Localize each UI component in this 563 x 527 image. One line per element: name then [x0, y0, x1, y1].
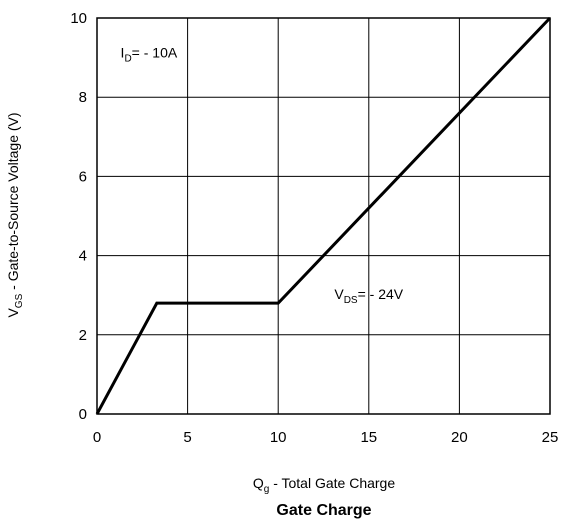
x-axis-label-sub: g — [264, 484, 270, 495]
y-tick-label: 0 — [79, 406, 87, 423]
y-tick-label: 4 — [79, 248, 87, 265]
series-layer — [95, 16, 552, 415]
x-tick-label: 15 — [360, 429, 377, 446]
x-tick-label: 10 — [270, 429, 287, 446]
y-tick-label: 8 — [79, 89, 87, 106]
x-tick-label: 0 — [93, 429, 101, 446]
plot-frame — [96, 17, 551, 415]
x-tick-label: 20 — [451, 429, 468, 446]
chart-title: Gate Charge — [276, 502, 371, 519]
y-tick-labels: 0 2 4 6 8 10 — [70, 10, 87, 423]
x-axis-label-main: Q — [253, 475, 264, 491]
x-axis-label-rest: - Total Gate Charge — [269, 475, 395, 491]
y-tick-label: 6 — [79, 168, 87, 185]
annotations: ID= - 10A VDS= - 24V — [121, 45, 404, 307]
y-axis-label-sub: GS — [14, 293, 25, 308]
y-axis-label-rest: - Gate-to-Source Voltage (V) — [5, 112, 21, 293]
x-tick-label: 5 — [183, 429, 191, 446]
grid-lines — [96, 17, 551, 415]
y-tick-label: 10 — [70, 10, 87, 27]
y-tick-label: 2 — [79, 327, 87, 344]
y-axis-label: VGS - Gate-to-Source Voltage (V) — [5, 112, 25, 317]
x-tick-labels: 0 5 10 15 20 25 — [93, 429, 559, 446]
annotation-1: ID= - 10A — [121, 45, 178, 65]
annotation-2: VDS= - 24V — [334, 286, 403, 306]
series-line — [95, 16, 552, 415]
y-axis-label-main: V — [5, 308, 21, 318]
x-axis-label: Qg - Total Gate Charge — [253, 475, 395, 495]
x-tick-label: 25 — [542, 429, 559, 446]
